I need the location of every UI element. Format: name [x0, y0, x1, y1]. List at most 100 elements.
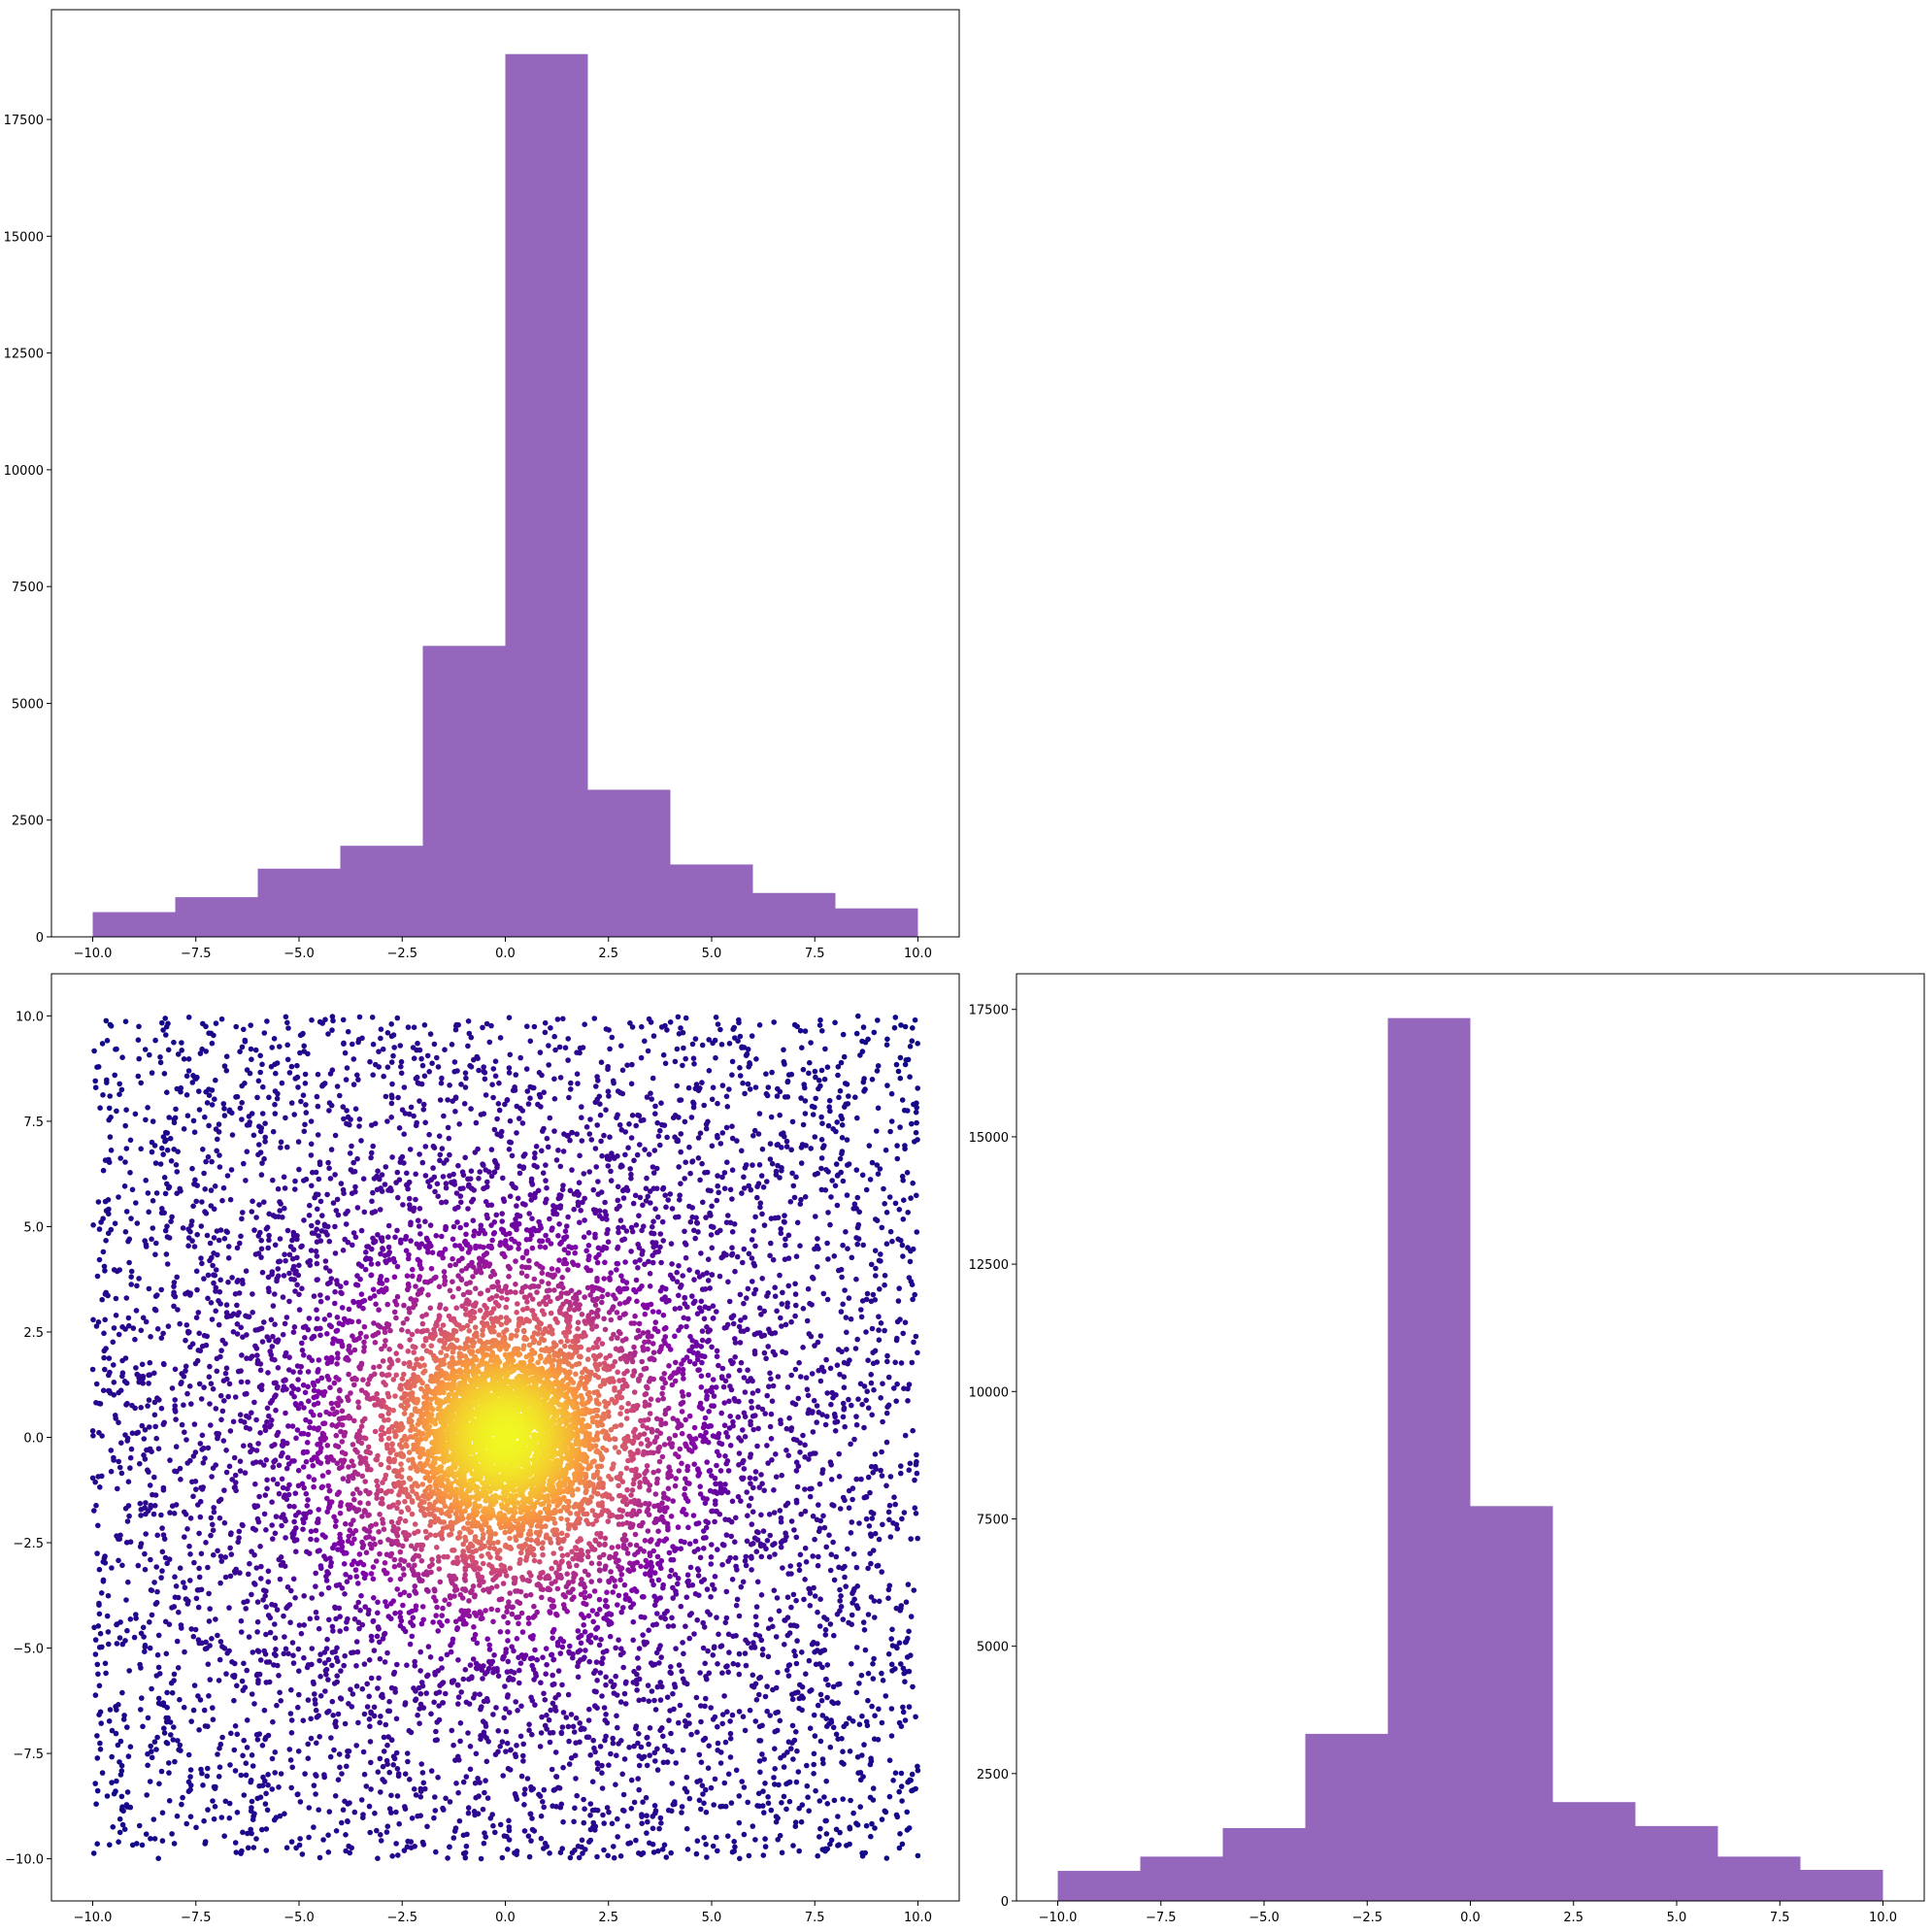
scatter-point	[324, 1569, 330, 1575]
scatter-point	[547, 1115, 553, 1121]
scatter-point	[95, 1319, 102, 1325]
scatter-point	[772, 1766, 778, 1772]
scatter-point	[491, 1126, 498, 1133]
scatter-point	[501, 1715, 507, 1721]
scatter-point	[879, 1473, 885, 1479]
scatter-point	[155, 1695, 162, 1702]
scatter-point	[722, 1739, 729, 1746]
scatter-point	[846, 1295, 852, 1301]
scatter-point	[865, 1697, 871, 1704]
scatter-point	[729, 1135, 736, 1142]
scatter-point	[727, 1754, 734, 1760]
scatter-point	[430, 1165, 436, 1171]
scatter-point	[424, 1823, 430, 1830]
scatter-point	[282, 1205, 287, 1212]
scatter-point	[377, 1207, 383, 1213]
scatter-point	[202, 1186, 208, 1192]
scatter-point	[664, 1694, 671, 1700]
scatter-point	[868, 1261, 875, 1268]
scatter-point	[195, 1604, 202, 1611]
scatter-point	[597, 1670, 604, 1676]
scatter-point	[723, 1093, 730, 1100]
scatter-point	[108, 1448, 115, 1453]
scatter-point	[274, 1481, 281, 1487]
scatter-point	[784, 1304, 790, 1310]
scatter-point	[742, 1389, 749, 1395]
scatter-point	[257, 1657, 264, 1663]
scatter-point	[767, 1141, 774, 1147]
scatter-point	[609, 1034, 616, 1041]
scatter-point	[480, 1718, 486, 1724]
scatter-point	[327, 1071, 334, 1077]
scatter-point	[295, 1791, 301, 1797]
scatter-point	[753, 1604, 760, 1610]
scatter-point	[867, 1531, 874, 1537]
scatter-point	[733, 1602, 740, 1609]
scatter-point	[446, 1135, 452, 1142]
scatter-point	[177, 1465, 183, 1472]
scatter-point	[192, 1626, 199, 1633]
scatter-point	[301, 1043, 308, 1049]
scatter-point	[658, 1100, 664, 1106]
scatter-point	[878, 1395, 883, 1401]
scatter-point	[874, 1563, 881, 1569]
scatter-point	[167, 1719, 174, 1725]
scatter-point	[832, 1183, 839, 1189]
scatter-point	[749, 1162, 755, 1168]
scatter-point	[808, 1040, 814, 1046]
scatter-point	[542, 1697, 549, 1703]
scatter-point	[865, 1405, 872, 1411]
scatter-point	[676, 1662, 683, 1668]
scatter-point	[526, 1853, 533, 1860]
scatter-point	[855, 1013, 861, 1019]
scatter-point	[715, 1748, 720, 1753]
scatter-point	[295, 1139, 302, 1145]
scatter-point	[356, 1123, 362, 1129]
scatter-point	[440, 1680, 447, 1685]
scatter-point	[784, 1632, 791, 1639]
scatter-point	[169, 1689, 176, 1696]
scatter-point	[255, 1678, 261, 1683]
scatter-point	[284, 1056, 291, 1063]
scatter-point	[141, 1436, 148, 1442]
scatter-point	[117, 1829, 123, 1836]
scatter-point	[342, 1049, 349, 1056]
scatter-point	[779, 1323, 784, 1329]
scatter-point	[154, 1532, 160, 1539]
scatter-point	[772, 1746, 778, 1751]
scatter-point	[416, 1098, 422, 1104]
scatter-point	[888, 1636, 894, 1642]
scatter-point	[632, 1192, 639, 1199]
scatter-point	[712, 1518, 717, 1525]
scatter-point	[595, 1179, 601, 1184]
scatter-point	[543, 1671, 549, 1677]
scatter-point	[910, 1427, 916, 1434]
scatter-point	[223, 1671, 229, 1677]
scatter-point	[860, 1619, 867, 1625]
scatter-point	[876, 1337, 883, 1343]
scatter-point	[902, 1432, 909, 1439]
scatter-point	[729, 1252, 735, 1258]
scatter-point	[660, 1733, 666, 1740]
scatter-point	[874, 1128, 880, 1134]
scatter-point	[127, 1539, 134, 1545]
scatter-point	[92, 1637, 99, 1643]
scatter-point	[912, 1291, 917, 1298]
scatter-point	[755, 1131, 762, 1137]
scatter-point	[833, 1826, 840, 1833]
scatter-point	[848, 1441, 853, 1448]
scatter-point	[401, 1084, 408, 1090]
scatter-point	[143, 1178, 149, 1183]
scatter-point	[100, 1216, 106, 1221]
scatter-point	[240, 1210, 246, 1216]
scatter-point	[488, 1147, 495, 1152]
scatter-point	[595, 1191, 601, 1197]
scatter-point	[343, 1848, 350, 1854]
scatter-point	[739, 1475, 745, 1482]
scatter-point	[635, 1776, 641, 1782]
scatter-point	[93, 1502, 99, 1509]
scatter-point	[159, 1838, 166, 1844]
scatter-point	[879, 1816, 885, 1822]
scatter-point	[625, 1145, 631, 1150]
scatter-point	[296, 1307, 303, 1313]
